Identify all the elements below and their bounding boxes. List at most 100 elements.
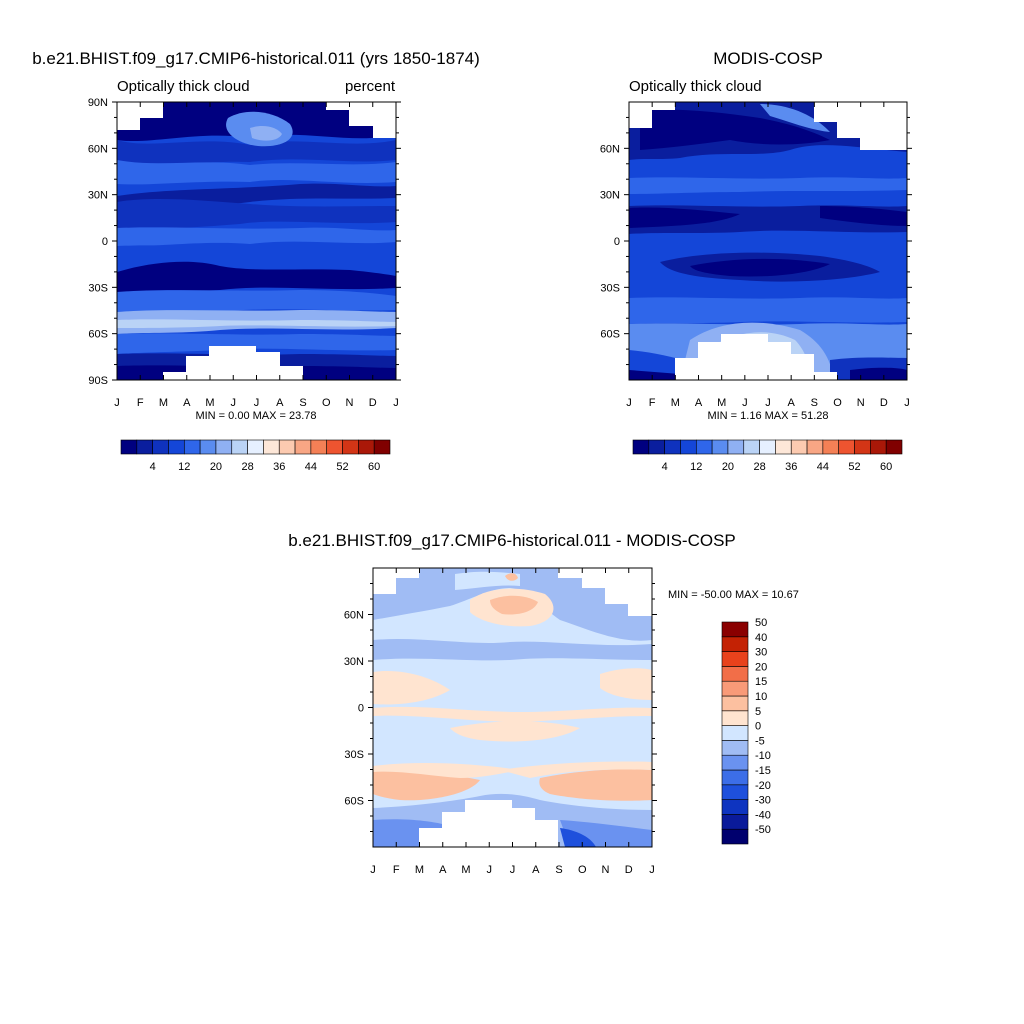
x-tick-label: J (487, 864, 493, 876)
x-tick-label: D (369, 397, 377, 409)
colorbar-swatch (838, 439, 855, 455)
x-tick-label: J (626, 397, 632, 409)
x-tick-label: N (602, 864, 610, 876)
missing-data (558, 568, 652, 616)
panel-obs: MODIS-COSP Optically thick cloud (600, 49, 912, 473)
y-tick-label: 30S (344, 749, 364, 761)
colorbar-swatch (775, 439, 792, 455)
y-tick-label: 90S (88, 375, 108, 387)
field-band (117, 140, 396, 167)
colorbar-label: 20 (755, 661, 767, 673)
colorbar-swatch (152, 439, 169, 455)
panel-obs-left-label: Optically thick cloud (629, 78, 762, 95)
colorbar-swatch (822, 439, 840, 455)
colorbar-swatch (278, 439, 296, 455)
colorbar-swatch (870, 439, 887, 455)
field-blob (629, 207, 740, 228)
colorbar-swatch (199, 439, 217, 455)
colorbar-swatch (168, 439, 185, 455)
colorbar-label: 60 (368, 461, 380, 473)
x-tick-label: J (254, 397, 260, 409)
field-blob (690, 258, 830, 277)
field-band (629, 233, 907, 258)
y-tick-label: 60S (344, 796, 364, 808)
colorbar-swatch (680, 439, 697, 455)
colorbar-label: 12 (178, 461, 190, 473)
panel-obs-colorbar: 4 12 20 28 36 44 52 60 (632, 439, 903, 473)
field-blob (760, 104, 830, 132)
colorbar-label: 4 (150, 461, 156, 473)
colorbar-swatch (721, 695, 749, 712)
y-tick-label: 30S (600, 282, 620, 294)
colorbar-label: 36 (785, 461, 797, 473)
field-blob (250, 126, 282, 141)
y-tick-label: 30N (600, 190, 620, 202)
x-tick-label: J (231, 397, 237, 409)
colorbar-label: 30 (755, 647, 767, 659)
x-tick-label: D (625, 864, 633, 876)
colorbar-label: -40 (755, 809, 771, 821)
panel-model-field (117, 102, 396, 380)
colorbar-swatch (721, 666, 749, 682)
x-tick-label: J (510, 864, 516, 876)
colorbar-swatch (358, 439, 375, 455)
y-tick-label: 60S (88, 329, 108, 341)
missing-data (117, 102, 163, 130)
x-tick-label: J (393, 397, 399, 409)
x-tick-label: A (787, 397, 795, 409)
x-tick-label: M (671, 397, 680, 409)
colorbar-label: 52 (336, 461, 348, 473)
panel-diff: b.e21.BHIST.f09_g17.CMIP6-historical.011… (288, 531, 799, 876)
x-tick-label: J (904, 397, 910, 409)
colorbar-swatch (342, 439, 359, 455)
panel-obs-title: MODIS-COSP (713, 49, 823, 68)
colorbar-label: 28 (753, 461, 765, 473)
colorbar-swatch (721, 725, 749, 741)
panel-model-colorbar: 4 12 20 28 36 44 52 60 (120, 439, 391, 473)
y-tick-label: 0 (358, 703, 364, 715)
panel-model-axes: J F M A M J J A S O N D J 90N 60N 30N 0 30S 60S 90S (88, 97, 401, 409)
y-tick-label: 30S (88, 282, 108, 294)
missing-data (814, 102, 907, 150)
x-tick-label: M (461, 864, 470, 876)
field-blob (505, 573, 518, 581)
colorbar-swatch (721, 710, 749, 726)
colorbar-swatch (790, 439, 808, 455)
panel-obs-stats: MIN = 1.16 MAX = 51.28 (707, 410, 828, 422)
colorbar-label: -15 (755, 765, 771, 777)
field-band (373, 639, 652, 661)
colorbar-swatch (721, 740, 749, 756)
colorbar-swatch (721, 754, 749, 771)
missing-data (419, 800, 558, 847)
colorbar-label: -30 (755, 795, 771, 807)
colorbar-label: -50 (755, 824, 771, 836)
colorbar-swatch (215, 439, 233, 455)
x-tick-label: A (695, 397, 703, 409)
colorbar-label: 44 (305, 461, 317, 473)
colorbar-label: 44 (817, 461, 829, 473)
x-tick-label: O (833, 397, 842, 409)
field-blob (539, 769, 652, 801)
panel-diff-axes: J F M A M J J A S O N D J 60N 30N 0 30S 60S (344, 568, 657, 876)
x-tick-label: F (649, 397, 656, 409)
colorbar-swatch (721, 814, 749, 830)
colorbar-swatch (326, 439, 343, 455)
colorbar-swatch (721, 680, 749, 697)
panel-diff-field (373, 568, 652, 847)
x-tick-label: J (114, 397, 120, 409)
missing-data (629, 102, 675, 128)
missing-data (163, 346, 303, 380)
x-tick-label: N (346, 397, 354, 409)
colorbar-swatch (721, 799, 749, 815)
colorbar-label: 10 (755, 691, 767, 703)
panel-model: b.e21.BHIST.f09_g17.CMIP6-historical.011… (32, 49, 480, 473)
colorbar-swatch (759, 439, 776, 455)
missing-data (675, 334, 837, 380)
colorbar-swatch (885, 439, 903, 455)
colorbar-swatch (727, 439, 745, 455)
colorbar-label: -10 (755, 750, 771, 762)
panel-model-title: b.e21.BHIST.f09_g17.CMIP6-historical.011… (32, 49, 480, 68)
x-tick-label: S (811, 397, 818, 409)
colorbar-swatch (711, 439, 729, 455)
x-tick-label: M (717, 397, 726, 409)
